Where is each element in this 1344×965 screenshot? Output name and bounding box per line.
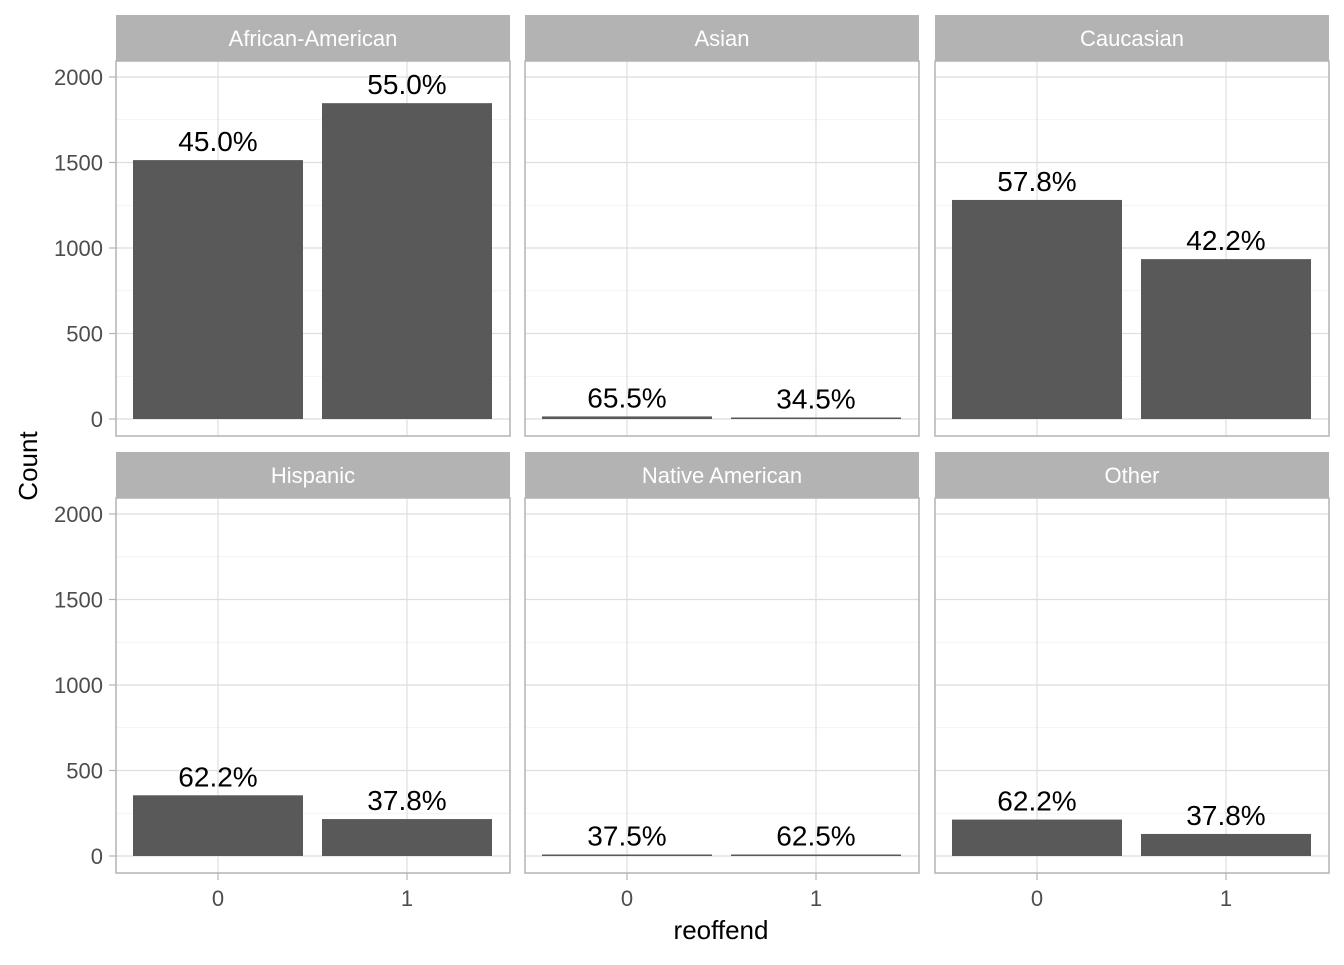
bar bbox=[322, 819, 492, 856]
x-tick-label: 1 bbox=[1220, 886, 1232, 911]
bar bbox=[731, 417, 901, 419]
data-label: 55.0% bbox=[367, 69, 446, 100]
y-axis-title: Count bbox=[13, 431, 43, 501]
facet-panel: 65.5% 34.5% Asian bbox=[524, 15, 920, 437]
data-label: 62.2% bbox=[997, 786, 1076, 817]
facet-strip-label: Caucasian bbox=[1080, 26, 1184, 51]
x-tick-label: 1 bbox=[810, 886, 822, 911]
y-tick-label: 0 bbox=[91, 407, 103, 432]
bar bbox=[133, 795, 303, 856]
facet-strip-label: African-American bbox=[229, 26, 398, 51]
bar bbox=[952, 199, 1122, 419]
facet-panel: 62.2% 37.8% Other 0 1 bbox=[934, 452, 1330, 911]
facet-panel: 57.8% 42.2% Caucasian bbox=[934, 15, 1330, 437]
x-tick-label: 0 bbox=[1031, 886, 1043, 911]
bar bbox=[322, 103, 492, 420]
bar bbox=[133, 160, 303, 419]
facet-strip bbox=[116, 15, 510, 61]
facet-strip-label: Hispanic bbox=[271, 463, 355, 488]
x-tick-label: 0 bbox=[621, 886, 633, 911]
y-tick-label: 1500 bbox=[54, 151, 103, 176]
facet-panel: 62.2% 37.8% Hispanic 0 500 1000 1500 2000 0 1 bbox=[54, 452, 511, 911]
y-tick-label: 2000 bbox=[54, 65, 103, 90]
bar bbox=[1141, 833, 1311, 856]
x-axis-title: reoffend bbox=[674, 915, 769, 945]
data-label: 34.5% bbox=[776, 384, 855, 415]
bar bbox=[542, 416, 712, 419]
facet-strip-label: Native American bbox=[642, 463, 802, 488]
y-tick-label: 500 bbox=[66, 322, 103, 347]
facet-strip bbox=[525, 452, 919, 498]
facet-panel: 45.0% 55.0% African-American 0 500 1000 1500 20… bbox=[54, 15, 511, 437]
bar bbox=[1141, 259, 1311, 419]
panels-layer: 45.0%55.0%African-American05001000150020… bbox=[54, 15, 1330, 911]
y-tick-label: 1000 bbox=[54, 236, 103, 261]
facet-strip bbox=[935, 452, 1329, 498]
facet-strip bbox=[935, 15, 1329, 61]
bar bbox=[952, 819, 1122, 856]
data-label: 45.0% bbox=[178, 126, 257, 157]
data-label: 62.2% bbox=[178, 761, 257, 792]
data-label: 65.5% bbox=[587, 382, 666, 413]
facet-strip-label: Asian bbox=[694, 26, 749, 51]
x-tick-label: 1 bbox=[401, 886, 413, 911]
bar bbox=[542, 854, 712, 856]
y-tick-label: 0 bbox=[91, 844, 103, 869]
facet-strip-label: Other bbox=[1104, 463, 1159, 488]
data-label: 57.8% bbox=[997, 166, 1076, 197]
facet-strip bbox=[525, 15, 919, 61]
facet-strip bbox=[116, 452, 510, 498]
data-label: 62.5% bbox=[776, 821, 855, 852]
y-tick-label: 1000 bbox=[54, 673, 103, 698]
y-tick-label: 1500 bbox=[54, 588, 103, 613]
x-tick-label: 0 bbox=[212, 886, 224, 911]
y-tick-label: 2000 bbox=[54, 502, 103, 527]
y-tick-label: 500 bbox=[66, 759, 103, 784]
axes-layer: reoffend Count bbox=[13, 431, 768, 945]
facet-panel: 37.5% 62.5% Native American 0 1 bbox=[524, 452, 920, 911]
data-label: 37.8% bbox=[367, 785, 446, 816]
data-label: 37.8% bbox=[1186, 800, 1265, 831]
data-label: 37.5% bbox=[587, 821, 666, 852]
bar bbox=[731, 854, 901, 856]
data-label: 42.2% bbox=[1186, 225, 1265, 256]
